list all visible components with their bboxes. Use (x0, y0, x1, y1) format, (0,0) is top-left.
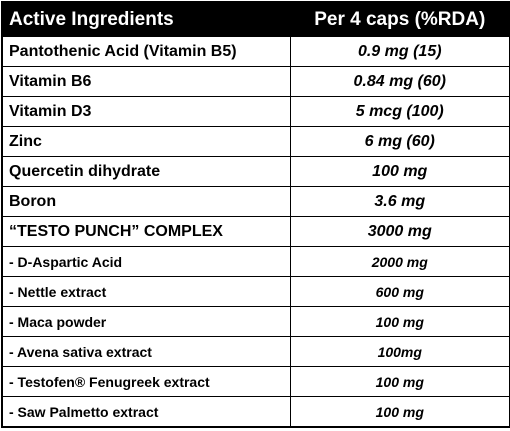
ingredient-cell: - Maca powder (1, 306, 291, 337)
table-row: - Nettle extract 600 mg (1, 276, 510, 307)
table-row: “TESTO PUNCH” COMPLEX 3000 mg (1, 216, 510, 247)
table-row: - Maca powder 100 mg (1, 306, 510, 337)
amount-cell: 3.6 mg (289, 186, 510, 217)
ingredient-cell: Vitamin D3 (1, 96, 291, 127)
amount-cell: 100 mg (289, 366, 510, 397)
ingredient-cell: Vitamin B6 (1, 66, 291, 97)
amount-cell: 6 mg (60) (289, 126, 510, 157)
table-row: - Testofen® Fenugreek extract 100 mg (1, 366, 510, 397)
table-row: Quercetin dihydrate 100 mg (1, 156, 510, 187)
table-row: Vitamin D3 5 mcg (100) (1, 96, 510, 127)
ingredient-cell: - Avena sativa extract (1, 336, 291, 367)
table-row: Pantothenic Acid (Vitamin B5) 0.9 mg (15) (1, 36, 510, 67)
ingredient-cell: - Saw Palmetto extract (1, 396, 291, 428)
ingredient-cell: Quercetin dihydrate (1, 156, 291, 187)
table-row: - Avena sativa extract 100mg (1, 336, 510, 367)
ingredient-cell: Zinc (1, 126, 291, 157)
table-row: Zinc 6 mg (60) (1, 126, 510, 157)
ingredient-cell: Boron (1, 186, 291, 217)
table-body: Pantothenic Acid (Vitamin B5) 0.9 mg (15)… (1, 36, 510, 428)
ingredient-cell: Pantothenic Acid (Vitamin B5) (1, 36, 291, 67)
table-row: - Saw Palmetto extract 100 mg (1, 396, 510, 428)
amount-cell: 100mg (289, 336, 510, 367)
header-cell: Per 4 caps (%RDA) (289, 1, 510, 37)
amount-cell: 100 mg (289, 396, 510, 428)
amount-cell: 3000 mg (289, 216, 510, 247)
amount-cell: 0.9 mg (15) (289, 36, 510, 67)
header-cell: Active Ingredients (1, 1, 291, 37)
amount-cell: 600 mg (289, 276, 510, 307)
amount-cell: 5 mcg (100) (289, 96, 510, 127)
amount-cell: 2000 mg (289, 246, 510, 277)
ingredient-cell: “TESTO PUNCH” COMPLEX (1, 216, 291, 247)
ingredient-cell: - D-Aspartic Acid (1, 246, 291, 277)
ingredient-cell: - Testofen® Fenugreek extract (1, 366, 291, 397)
table-row: - D-Aspartic Acid 2000 mg (1, 246, 510, 277)
amount-cell: 100 mg (289, 306, 510, 337)
amount-cell: 100 mg (289, 156, 510, 187)
table-row: Boron 3.6 mg (1, 186, 510, 217)
amount-cell: 0.84 mg (60) (289, 66, 510, 97)
header-row: Active Ingredients Per 4 caps (%RDA) (1, 1, 510, 37)
table-row: Vitamin B6 0.84 mg (60) (1, 66, 510, 97)
ingredient-cell: - Nettle extract (1, 276, 291, 307)
